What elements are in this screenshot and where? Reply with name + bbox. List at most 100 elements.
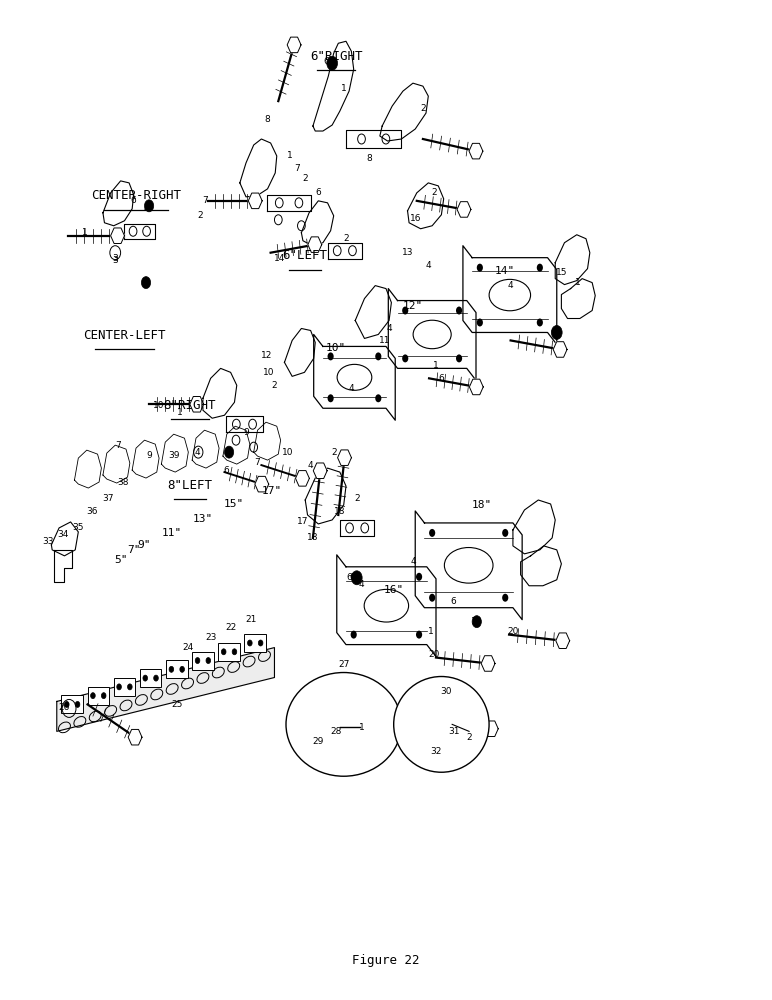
Circle shape — [259, 640, 263, 646]
Text: 6: 6 — [323, 57, 329, 66]
Text: 39: 39 — [169, 451, 180, 460]
Circle shape — [248, 640, 252, 646]
Polygon shape — [254, 422, 280, 460]
Circle shape — [127, 684, 132, 690]
Polygon shape — [520, 546, 561, 586]
Text: 25: 25 — [171, 700, 182, 709]
Bar — [192, 652, 214, 670]
Text: 6: 6 — [223, 466, 229, 475]
Text: 19: 19 — [471, 617, 482, 626]
Polygon shape — [284, 328, 315, 376]
Circle shape — [350, 631, 357, 639]
Circle shape — [402, 307, 408, 315]
Text: 37: 37 — [102, 494, 113, 503]
Polygon shape — [313, 41, 354, 131]
Polygon shape — [57, 648, 275, 731]
Circle shape — [169, 666, 174, 672]
Bar — [113, 678, 135, 696]
Circle shape — [416, 631, 422, 639]
Text: 6"RIGHT: 6"RIGHT — [310, 50, 362, 63]
Circle shape — [350, 573, 357, 581]
Text: 4: 4 — [308, 461, 313, 470]
Bar — [218, 643, 240, 661]
Text: 26: 26 — [59, 703, 70, 712]
Polygon shape — [190, 396, 204, 412]
Text: 4: 4 — [358, 580, 364, 589]
Polygon shape — [469, 143, 482, 159]
Text: 6: 6 — [438, 374, 444, 383]
Text: 3: 3 — [113, 256, 118, 265]
Polygon shape — [340, 520, 374, 536]
Text: 1: 1 — [428, 627, 434, 636]
Text: CENTER-RIGHT: CENTER-RIGHT — [91, 189, 181, 202]
Circle shape — [429, 594, 435, 602]
Text: 12: 12 — [261, 351, 273, 360]
Circle shape — [477, 319, 483, 326]
Text: 2: 2 — [466, 733, 472, 742]
Text: 11: 11 — [379, 336, 390, 345]
Polygon shape — [287, 37, 301, 53]
Polygon shape — [74, 450, 101, 488]
Text: 14": 14" — [495, 266, 516, 276]
Bar — [166, 660, 188, 678]
Text: 9: 9 — [146, 451, 152, 460]
Polygon shape — [337, 450, 351, 465]
Text: 15: 15 — [556, 268, 567, 277]
Text: 6: 6 — [316, 188, 321, 197]
Polygon shape — [240, 139, 277, 197]
Polygon shape — [255, 476, 269, 492]
Polygon shape — [481, 656, 495, 671]
Text: 32: 32 — [430, 747, 442, 756]
Bar — [140, 669, 161, 687]
Text: 13": 13" — [193, 514, 213, 524]
Bar — [245, 634, 266, 652]
Text: 31: 31 — [448, 727, 459, 736]
Text: 30: 30 — [440, 687, 452, 696]
Text: 16": 16" — [384, 585, 404, 595]
Text: 23: 23 — [205, 633, 216, 642]
Text: 36: 36 — [86, 507, 98, 516]
Text: 7": 7" — [127, 545, 141, 555]
Text: 18: 18 — [334, 507, 346, 516]
Text: 9": 9" — [137, 540, 151, 550]
Text: 10: 10 — [282, 448, 293, 457]
Polygon shape — [327, 243, 362, 259]
Polygon shape — [457, 202, 471, 217]
Text: 8: 8 — [366, 154, 372, 163]
Polygon shape — [469, 379, 483, 395]
Text: 6: 6 — [143, 280, 149, 289]
Polygon shape — [296, 471, 310, 486]
Text: 27: 27 — [338, 660, 350, 669]
Polygon shape — [388, 289, 476, 380]
Text: 2: 2 — [272, 381, 277, 390]
Circle shape — [375, 394, 381, 402]
Circle shape — [143, 675, 147, 681]
Circle shape — [502, 594, 508, 602]
Text: 1: 1 — [82, 228, 87, 237]
Text: 20: 20 — [507, 627, 519, 636]
Circle shape — [206, 658, 211, 664]
Polygon shape — [301, 201, 334, 246]
Text: 4: 4 — [143, 204, 149, 213]
Polygon shape — [408, 183, 444, 229]
Text: 33: 33 — [42, 537, 53, 546]
Text: 7: 7 — [116, 441, 121, 450]
Polygon shape — [415, 511, 522, 620]
Circle shape — [154, 675, 158, 681]
Polygon shape — [267, 195, 311, 211]
Circle shape — [141, 277, 151, 289]
Polygon shape — [103, 181, 134, 226]
Text: 12": 12" — [403, 301, 423, 311]
Text: 2: 2 — [420, 104, 425, 113]
Polygon shape — [346, 130, 401, 148]
Text: 6: 6 — [451, 597, 456, 606]
Text: 4: 4 — [410, 557, 416, 566]
Polygon shape — [308, 237, 322, 252]
Circle shape — [456, 354, 462, 362]
Text: 2: 2 — [331, 448, 337, 457]
Circle shape — [90, 693, 95, 699]
Polygon shape — [54, 550, 72, 582]
Polygon shape — [561, 279, 595, 319]
Polygon shape — [128, 729, 142, 745]
Polygon shape — [484, 721, 498, 737]
